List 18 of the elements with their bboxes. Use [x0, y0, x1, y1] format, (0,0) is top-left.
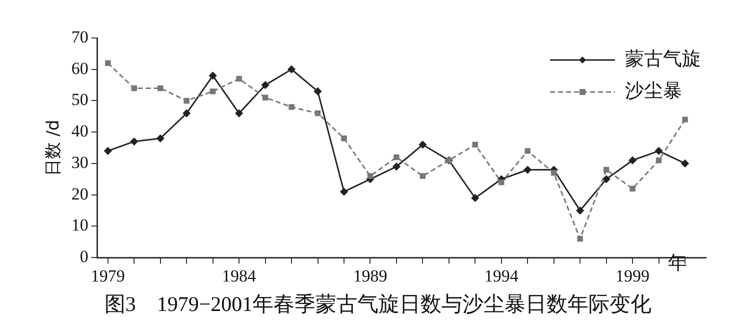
x-axis-title: 年: [668, 251, 687, 276]
y-tick-label: 10: [71, 216, 88, 235]
x-tick-label: 1994: [484, 266, 519, 286]
legend-label: 沙尘暴: [625, 80, 682, 102]
y-tick-label: 20: [71, 184, 88, 204]
y-tick-label: 40: [71, 122, 88, 141]
y-tick-label: 0: [80, 247, 88, 266]
x-tick-label: 1999: [616, 266, 650, 286]
y-tick-label: 50: [71, 90, 88, 110]
y-tick-label: 60: [71, 58, 88, 78]
text: 图3 1979−2001年春季蒙古气旋日数与沙尘暴日数年际变化: [103, 291, 653, 318]
y-axis-title: 日数 /d: [44, 120, 64, 176]
x-tick-label: 1989: [353, 266, 388, 286]
y-tick-label: 30: [71, 152, 88, 172]
x-tick-label: 1984: [222, 266, 257, 286]
x-tick-label: 1979: [90, 266, 125, 286]
y-tick-label: 70: [71, 27, 88, 46]
legend-label: 蒙古气旋: [625, 48, 701, 70]
